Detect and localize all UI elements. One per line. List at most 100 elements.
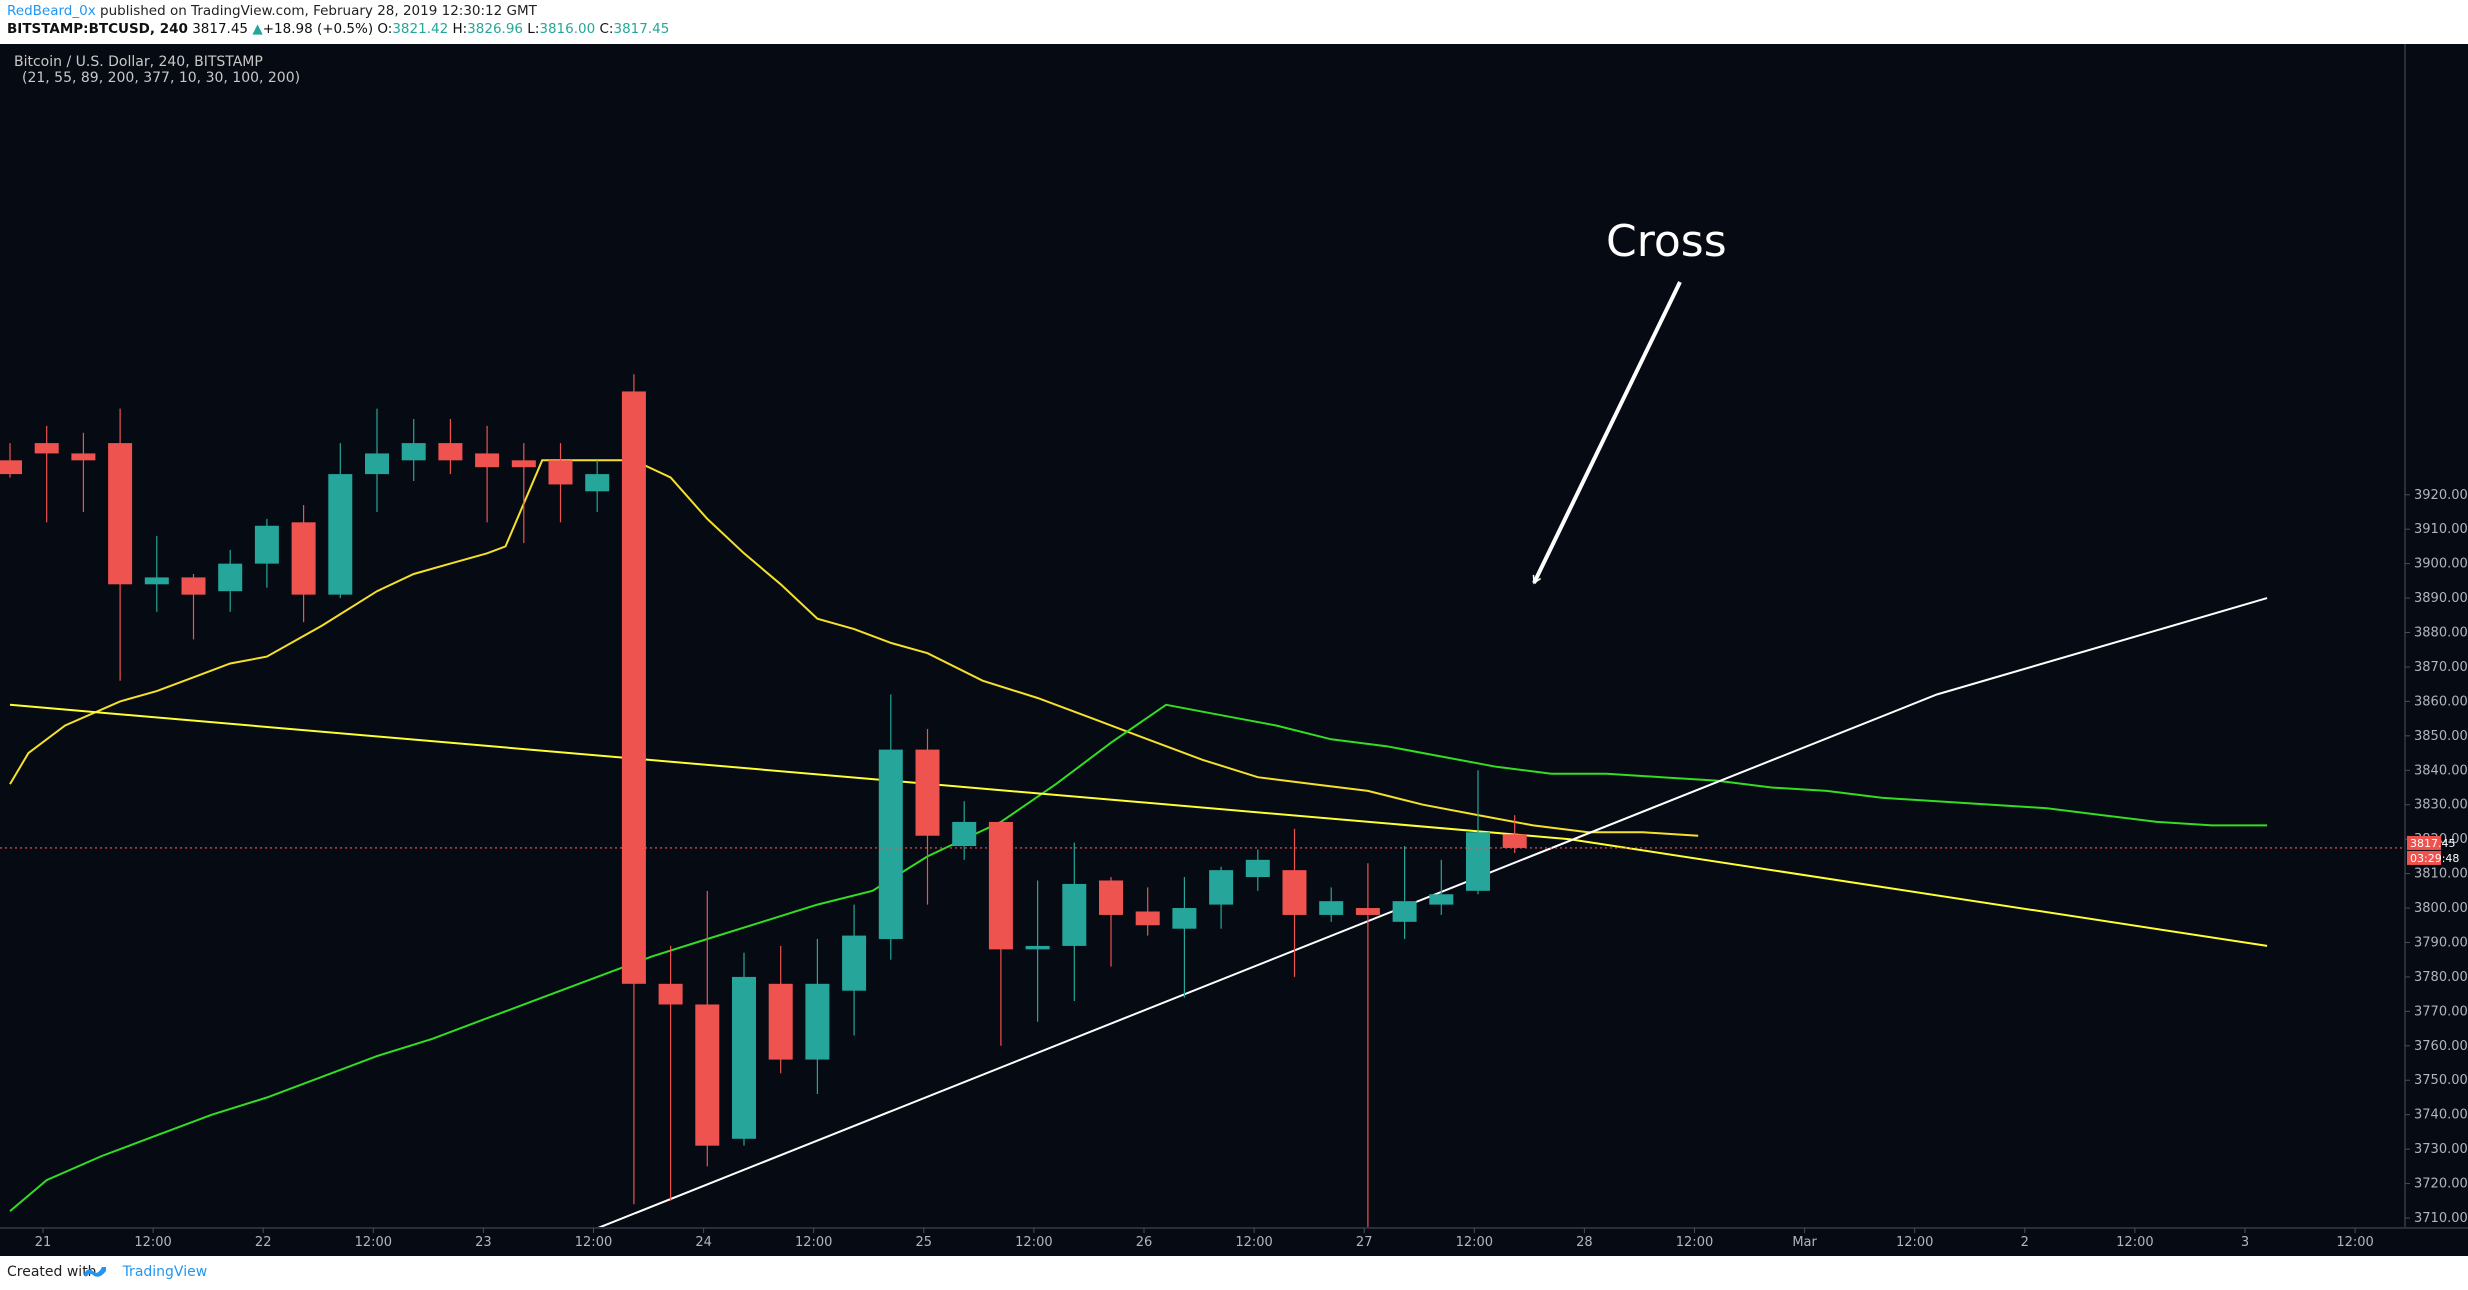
candle-body xyxy=(144,577,169,585)
candle xyxy=(585,460,610,512)
x-tick-label: 12:00 xyxy=(1456,1235,1493,1250)
candle xyxy=(952,801,977,860)
candlesticks xyxy=(0,374,1527,1228)
candle xyxy=(805,939,830,1095)
y-tick-label: 3850.00 xyxy=(2414,729,2468,744)
candle-body xyxy=(511,460,536,468)
candle-body xyxy=(34,443,59,454)
candle xyxy=(511,443,536,543)
x-tick-label: 12:00 xyxy=(1235,1235,1272,1250)
candle-body xyxy=(952,821,977,847)
candle xyxy=(181,573,206,640)
y-tick-label: 3890.00 xyxy=(2414,591,2468,606)
price-axis[interactable]: 3710.00 3720.00 3730.00 3740.00 3750.00 3760.… xyxy=(2405,488,2468,1226)
y-tick-label: 3740.00 xyxy=(2414,1108,2468,1123)
y-tick-label: 3730.00 xyxy=(2414,1142,2468,1157)
candle xyxy=(1245,849,1270,891)
indicator-lines xyxy=(9,459,2268,1228)
series-line-1 xyxy=(9,703,2268,1212)
candle xyxy=(1062,842,1087,1002)
candle-body xyxy=(1502,834,1527,848)
candle-body xyxy=(915,749,940,836)
candle-body xyxy=(291,522,316,595)
candle xyxy=(695,890,720,1167)
x-tick-label: 12:00 xyxy=(1015,1235,1052,1250)
candle-body xyxy=(254,525,279,564)
countdown-tag-bg xyxy=(2407,850,2441,865)
candle xyxy=(34,425,59,523)
candle-body xyxy=(621,391,646,984)
y-tick-label: 3800.00 xyxy=(2414,901,2468,916)
author-link[interactable]: RedBeard_0x xyxy=(7,3,96,19)
tradingview-link[interactable]: TradingView xyxy=(122,1264,208,1280)
y-tick-label: 3900.00 xyxy=(2414,557,2468,572)
price-chart[interactable]: 3710.00 3720.00 3730.00 3740.00 3750.00 3760.… xyxy=(0,44,2468,1256)
y-tick-label: 3920.00 xyxy=(2414,488,2468,503)
candle-body xyxy=(0,460,22,475)
candle-body xyxy=(218,563,243,592)
candle xyxy=(218,549,243,612)
x-tick-label: 27 xyxy=(1356,1235,1373,1250)
low-label: L: xyxy=(527,21,540,37)
candle-body xyxy=(108,443,133,585)
cross-arrow xyxy=(1532,281,1682,585)
candle-body xyxy=(71,453,96,461)
series-line-3 xyxy=(596,597,2268,1228)
candle xyxy=(254,518,279,588)
candle xyxy=(365,408,389,512)
change-up-icon: ▲ xyxy=(252,21,263,37)
candle-body xyxy=(768,983,793,1060)
candle-body xyxy=(1466,832,1490,891)
series-line-2 xyxy=(9,703,2268,947)
candle xyxy=(878,694,903,960)
x-tick-label: 21 xyxy=(35,1235,52,1250)
series-line-0 xyxy=(9,459,1699,837)
candle xyxy=(291,505,316,623)
x-tick-label: 26 xyxy=(1136,1235,1153,1250)
candle xyxy=(1392,846,1417,940)
close-label: C: xyxy=(599,21,614,37)
price-tags: 3817.45 03:29:48 xyxy=(2407,835,2459,865)
last-price-tag: 3817.45 xyxy=(2410,837,2456,850)
close-value: 3817.45 xyxy=(613,21,670,37)
candle-body xyxy=(1209,870,1234,905)
candle xyxy=(1099,877,1123,967)
x-tick-label: 12:00 xyxy=(795,1235,832,1250)
candle xyxy=(621,374,646,1205)
candle xyxy=(1282,828,1307,977)
y-tick-label: 3880.00 xyxy=(2414,626,2468,641)
candle xyxy=(475,425,500,523)
candle xyxy=(1429,859,1454,915)
chart-title: Bitcoin / U.S. Dollar, 240, BITSTAMP xyxy=(14,54,263,70)
candle xyxy=(71,432,96,512)
y-tick-label: 3860.00 xyxy=(2414,694,2468,709)
candle-body xyxy=(365,453,389,475)
candle xyxy=(1466,770,1490,895)
candle-body xyxy=(181,577,206,595)
x-tick-label: 12:00 xyxy=(2336,1235,2373,1250)
candle-body xyxy=(585,474,610,492)
candle-body xyxy=(1172,908,1197,929)
candle xyxy=(548,443,573,523)
last-price-tag-bg xyxy=(2407,835,2441,850)
cross-annotation: Cross xyxy=(1606,216,1727,267)
candle xyxy=(328,443,353,599)
candle xyxy=(732,952,756,1146)
candle xyxy=(842,904,867,1036)
low-value: 3816.00 xyxy=(539,21,596,37)
candle-body xyxy=(475,453,500,468)
high-label: H: xyxy=(452,21,468,37)
x-tick-label: 12:00 xyxy=(2116,1235,2153,1250)
x-tick-label: 3 xyxy=(2241,1235,2249,1250)
plot-area[interactable] xyxy=(0,374,2405,1228)
candle xyxy=(1209,866,1234,929)
time-axis[interactable]: 21 12:00 22 12:00 23 12:00 24 12:00 25 12:00 26 12:… xyxy=(35,1228,2374,1250)
candle xyxy=(1355,863,1380,1228)
y-tick-label: 3810.00 xyxy=(2414,867,2468,882)
candle xyxy=(1319,887,1344,922)
candle xyxy=(144,536,169,612)
candle-body xyxy=(1319,901,1344,915)
candle-body xyxy=(438,443,463,461)
candle xyxy=(768,945,793,1074)
candle xyxy=(0,443,22,478)
